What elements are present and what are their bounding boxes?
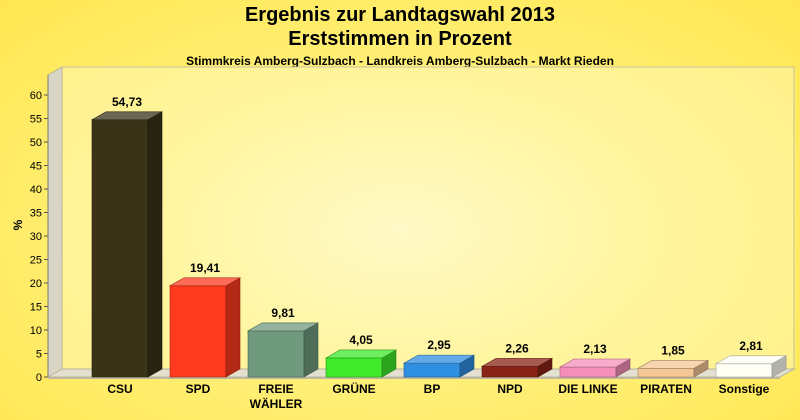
bar-front <box>169 285 227 378</box>
y-tick-label: 5 <box>36 349 42 361</box>
bar-front <box>403 362 461 378</box>
bar-top <box>402 354 476 364</box>
x-category-label: SPD <box>186 382 211 396</box>
y-axis-label: % <box>11 219 25 230</box>
bar-front <box>715 363 773 378</box>
bar-top <box>480 358 554 367</box>
y-tick-label: 55 <box>30 114 42 126</box>
bar-value-label: 2,26 <box>505 341 529 355</box>
chart-subtitle-region: Stimmkreis Amberg-Sulzbach - Landkreis A… <box>186 54 614 68</box>
y-tick-label: 10 <box>30 325 42 337</box>
x-category-label: NPD <box>497 382 523 396</box>
x-category-label: CSU <box>107 382 132 396</box>
bar-top <box>246 322 320 332</box>
chart-subtitle: Erststimmen in Prozent <box>288 28 512 50</box>
y-tick-label: 35 <box>30 208 42 220</box>
bar-7: 2,13 <box>558 342 632 378</box>
bar-value-label: 1,85 <box>661 343 685 357</box>
bar-1: 54,73 <box>90 95 164 378</box>
bar-front <box>559 366 617 378</box>
bar-front <box>91 119 149 378</box>
bar-value-label: 2,95 <box>427 338 451 352</box>
plot-left-wall <box>47 66 63 378</box>
bar-side <box>303 322 319 378</box>
bar-top <box>168 277 242 287</box>
bar-top <box>90 111 164 121</box>
bar-front <box>247 330 305 378</box>
bar-side <box>147 111 163 378</box>
x-axis-labels: CSU SPD FREIE WÄHLER GRÜNE BP NPD DIE LINKE PIRA… <box>107 381 769 411</box>
bar-top <box>636 360 710 369</box>
bar-value-label: 19,41 <box>190 261 220 275</box>
y-tick-label: 25 <box>30 255 42 267</box>
bar-top <box>714 355 788 365</box>
y-tick-label: 50 <box>30 137 42 149</box>
y-tick-label: 30 <box>30 231 42 243</box>
y-axis: 0 5 10 15 20 25 30 35 40 45 50 55 60% <box>11 75 49 384</box>
x-category-label: PIRATEN <box>640 382 692 396</box>
y-tick-label: 0 <box>36 372 42 384</box>
bar-value-label: 2,81 <box>739 339 763 353</box>
bar-value-label: 9,81 <box>271 306 295 320</box>
bar-2: 19,41 <box>168 261 242 378</box>
bar-top <box>324 349 398 359</box>
x-category-label: GRÜNE <box>332 381 375 396</box>
bar-side <box>225 277 241 378</box>
bar-3: 9,81 <box>246 306 320 378</box>
bar-8: 1,85 <box>636 343 710 378</box>
plot-floor-edge <box>48 377 780 379</box>
bar-6: 2,26 <box>480 341 554 378</box>
bar-5: 2,95 <box>402 338 476 378</box>
bars-group: 54,73 19,41 9,81 4,05 2,95 2,26 2,13 1,85 2,81 <box>90 95 788 378</box>
y-tick-label: 45 <box>30 161 42 173</box>
x-category-label: FREIE WÄHLER <box>250 382 303 411</box>
bar-9: 2,81 <box>714 339 788 378</box>
bar-value-label: 2,13 <box>583 342 607 356</box>
bar-value-label: 54,73 <box>112 95 142 109</box>
bar-value-label: 4,05 <box>349 333 373 347</box>
y-tick-label: 60 <box>30 90 42 102</box>
x-category-label: BP <box>424 382 441 396</box>
bar-front <box>325 357 383 378</box>
chart-title: Ergebnis zur Landtagswahl 2013 <box>244 4 556 26</box>
bar-front <box>637 368 695 378</box>
y-tick-label: 20 <box>30 278 42 290</box>
x-category-label: DIE LINKE <box>558 382 617 396</box>
bar-4: 4,05 <box>324 333 398 378</box>
bar-front <box>481 366 539 378</box>
y-tick-label: 15 <box>30 302 42 314</box>
y-tick-label: 40 <box>30 184 42 196</box>
bar-top <box>558 358 632 368</box>
x-category-label: Sonstige <box>719 382 770 396</box>
